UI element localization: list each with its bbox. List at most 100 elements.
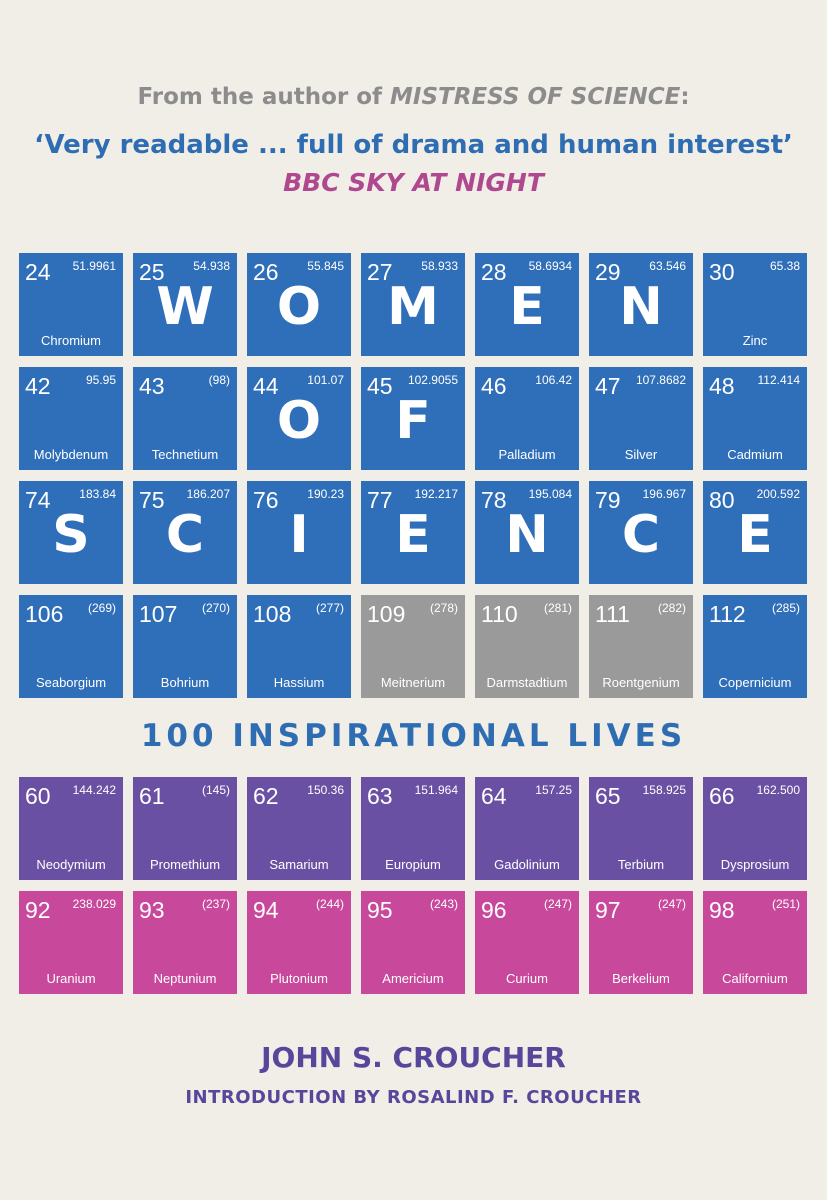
element-name: Bohrium <box>160 675 210 690</box>
element-tile: 46 106.42 Palladium <box>475 367 579 470</box>
element-tile: 77 192.217 E <box>361 481 465 584</box>
quote-source: BBC SKY AT NIGHT <box>283 168 544 197</box>
atomic-number: 64 <box>481 783 507 809</box>
book-subtitle: 100 INSPIRATIONAL LIVES <box>140 718 687 754</box>
atomic-number: 98 <box>709 897 735 923</box>
element-name: Molybdenum <box>33 447 109 462</box>
atomic-number: 74 <box>25 487 51 513</box>
atomic-mass: 144.242 <box>72 783 116 797</box>
element-tile: 76 190.23 I <box>247 481 351 584</box>
element-name: Hassium <box>273 675 325 690</box>
atomic-number: 25 <box>139 259 165 285</box>
atomic-number: 26 <box>253 259 279 285</box>
element-name: Seaborgium <box>35 675 107 690</box>
element-tile: 97 (247) Berkelium <box>589 891 693 994</box>
atomic-number: 75 <box>139 487 165 513</box>
title-letter: N <box>505 505 549 565</box>
atomic-mass: (247) <box>657 897 686 911</box>
atomic-mass: (281) <box>543 601 572 615</box>
atomic-number: 60 <box>25 783 51 809</box>
atomic-mass: 51.9961 <box>72 259 116 273</box>
element-tile: 66 162.500 Dysprosium <box>703 777 807 880</box>
atomic-mass: 102.9055 <box>407 373 458 387</box>
atomic-number: 108 <box>253 601 292 627</box>
atomic-number: 76 <box>253 487 279 513</box>
element-tile: 28 58.6934 E <box>475 253 579 356</box>
atomic-mass: (277) <box>315 601 344 615</box>
atomic-mass: 158.925 <box>642 783 686 797</box>
element-name: Cadmium <box>727 447 783 462</box>
atomic-number: 96 <box>481 897 507 923</box>
atomic-mass: 186.207 <box>186 487 230 501</box>
atomic-mass: 190.23 <box>307 487 344 501</box>
atomic-number: 48 <box>709 373 735 399</box>
credit-prefix: From the author of <box>137 84 391 110</box>
element-tile: 78 195.084 N <box>475 481 579 584</box>
atomic-mass: 101.07 <box>307 373 344 387</box>
atomic-number: 93 <box>139 897 165 923</box>
element-tile: 61 (145) Promethium <box>133 777 237 880</box>
element-tile: 74 183.84 S <box>19 481 123 584</box>
atomic-number: 107 <box>139 601 178 627</box>
atomic-mass: 151.964 <box>414 783 458 797</box>
element-name: Chromium <box>41 333 101 348</box>
element-tile: 27 58.933 M <box>361 253 465 356</box>
atomic-mass: 55.845 <box>307 259 344 273</box>
element-tile: 48 112.414 Cadmium <box>703 367 807 470</box>
atomic-number: 94 <box>253 897 279 923</box>
atomic-mass: 195.084 <box>528 487 572 501</box>
review-quote: ‘Very readable ... full of drama and hum… <box>34 130 793 160</box>
atomic-mass: 162.500 <box>756 783 800 797</box>
title-letter: F <box>395 391 431 451</box>
element-tile: 93 (237) Neptunium <box>133 891 237 994</box>
element-name: Dysprosium <box>720 857 790 872</box>
title-letter: O <box>276 277 322 337</box>
element-name: Zinc <box>742 333 768 348</box>
atomic-number: 29 <box>595 259 621 285</box>
atomic-mass: (269) <box>87 601 116 615</box>
atomic-number: 111 <box>595 601 630 627</box>
author-name: JOHN S. CROUCHER <box>261 1041 566 1074</box>
title-letter: N <box>619 277 663 337</box>
atomic-number: 46 <box>481 373 507 399</box>
element-tile: 42 95.95 Molybdenum <box>19 367 123 470</box>
element-tile: 75 186.207 C <box>133 481 237 584</box>
element-name: Berkelium <box>612 971 670 986</box>
atomic-mass: 112.414 <box>757 373 801 387</box>
atomic-number: 62 <box>253 783 279 809</box>
atomic-mass: 183.84 <box>79 487 116 501</box>
element-tile: 26 55.845 O <box>247 253 351 356</box>
atomic-mass: (278) <box>429 601 458 615</box>
element-tile: 80 200.592 E <box>703 481 807 584</box>
element-tile: 109 (278) Meitnerium <box>361 595 465 698</box>
element-tile: 45 102.9055 F <box>361 367 465 470</box>
element-tile: 29 63.546 N <box>589 253 693 356</box>
atomic-mass: 58.6934 <box>528 259 572 273</box>
atomic-mass: (244) <box>315 897 344 911</box>
element-name: Neodymium <box>36 857 106 872</box>
element-tile: 95 (243) Americium <box>361 891 465 994</box>
element-name: Europium <box>385 857 441 872</box>
atomic-mass: 58.933 <box>421 259 458 273</box>
element-name: Copernicium <box>718 675 792 690</box>
element-name: Americium <box>382 971 444 986</box>
element-name: Technetium <box>151 447 219 462</box>
credit-suffix: : <box>680 84 690 110</box>
element-tile: 79 196.967 C <box>589 481 693 584</box>
atomic-number: 79 <box>595 487 621 513</box>
element-tile: 64 157.25 Gadolinium <box>475 777 579 880</box>
element-name: Darmstadtium <box>486 675 568 690</box>
element-tile: 92 238.029 Uranium <box>19 891 123 994</box>
atomic-mass: (285) <box>771 601 800 615</box>
element-tile: 60 144.242 Neodymium <box>19 777 123 880</box>
element-name: Promethium <box>149 857 221 872</box>
atomic-number: 44 <box>253 373 279 399</box>
atomic-mass: (145) <box>201 783 230 797</box>
element-tile: 47 107.8682 Silver <box>589 367 693 470</box>
element-tile: 108 (277) Hassium <box>247 595 351 698</box>
title-letter: O <box>276 391 322 451</box>
atomic-number: 65 <box>595 783 621 809</box>
element-name: Californium <box>722 971 788 986</box>
atomic-mass: (237) <box>201 897 230 911</box>
element-tile: 111 (282) Roentgenium <box>589 595 693 698</box>
